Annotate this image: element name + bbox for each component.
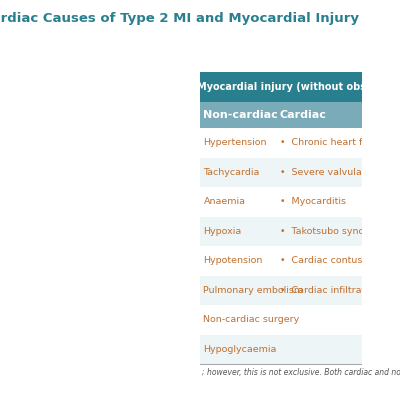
Text: Hypertension: Hypertension <box>204 138 267 147</box>
Text: •  Myocarditis: • Myocarditis <box>280 197 346 206</box>
Text: Hypotension: Hypotension <box>204 256 263 265</box>
FancyBboxPatch shape <box>200 128 275 158</box>
FancyBboxPatch shape <box>275 216 362 246</box>
Text: Cardiac and Non-cardiac Causes of Type 2 MI and Myocardial Injury: Cardiac and Non-cardiac Causes of Type 2… <box>0 12 359 25</box>
FancyBboxPatch shape <box>200 334 275 364</box>
FancyBboxPatch shape <box>275 305 362 334</box>
Text: Hypoglycaemia: Hypoglycaemia <box>204 345 277 354</box>
FancyBboxPatch shape <box>275 187 362 216</box>
FancyBboxPatch shape <box>200 276 275 305</box>
Text: Cardiac: Cardiac <box>280 110 326 120</box>
FancyBboxPatch shape <box>200 216 275 246</box>
Text: Anaemia: Anaemia <box>204 197 246 206</box>
Text: •  Takotsubo syndrome: • Takotsubo syndrome <box>280 227 389 236</box>
FancyBboxPatch shape <box>200 246 275 276</box>
FancyBboxPatch shape <box>275 158 362 187</box>
FancyBboxPatch shape <box>200 72 362 102</box>
Text: Hypoxia: Hypoxia <box>204 227 242 236</box>
Text: •  Chronic heart failure: • Chronic heart failure <box>280 138 389 147</box>
Text: Non-cardiac: Non-cardiac <box>204 110 278 120</box>
FancyBboxPatch shape <box>275 246 362 276</box>
Text: Non-cardiac surgery: Non-cardiac surgery <box>204 315 300 324</box>
FancyBboxPatch shape <box>275 276 362 305</box>
Text: ; however, this is not exclusive. Both cardiac and non-cardiac causes: ; however, this is not exclusive. Both c… <box>202 368 400 377</box>
FancyBboxPatch shape <box>275 334 362 364</box>
Text: Pulmonary embolism: Pulmonary embolism <box>204 286 304 295</box>
Text: •  Cardiac contusion: • Cardiac contusion <box>280 256 376 265</box>
FancyBboxPatch shape <box>200 158 275 187</box>
Text: •  Cardiac infiltration: • Cardiac infiltration <box>280 286 379 295</box>
FancyBboxPatch shape <box>200 102 362 128</box>
Text: •  Severe valvular disease: • Severe valvular disease <box>280 168 400 177</box>
FancyBboxPatch shape <box>275 128 362 158</box>
Text: Tachycardia: Tachycardia <box>204 168 260 177</box>
FancyBboxPatch shape <box>200 305 275 334</box>
Text: Myocardial injury (without obstructive CAD): Myocardial injury (without obstructive C… <box>197 82 400 92</box>
FancyBboxPatch shape <box>200 187 275 216</box>
